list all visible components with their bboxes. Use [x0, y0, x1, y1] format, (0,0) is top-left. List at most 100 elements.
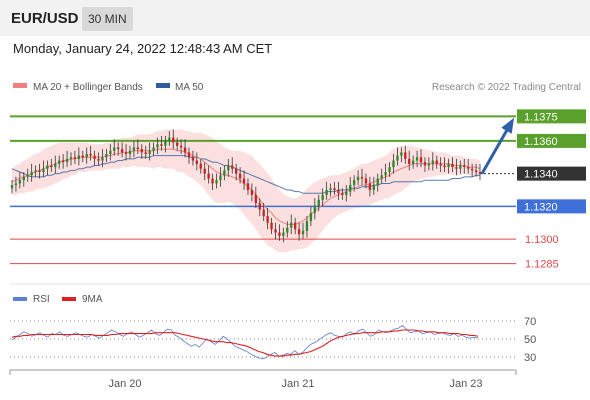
candle-body [89, 154, 92, 156]
candle [254, 186, 258, 208]
candle-body [164, 140, 167, 146]
ma50-legend-swatch [156, 83, 170, 88]
price-chart: 1.1375 1.1360 1.1340 1.1320 1.1300 1.1285 [10, 109, 586, 271]
candle-body [278, 232, 281, 236]
candle-body [341, 193, 344, 195]
candle [176, 137, 179, 151]
level-1.1300: 1.1300 [10, 234, 559, 246]
candle [128, 145, 132, 159]
candle-body [258, 203, 261, 210]
candle [435, 155, 438, 169]
candle-body [474, 170, 478, 172]
candle-body [124, 152, 128, 154]
candle [463, 158, 466, 174]
candle [38, 163, 41, 179]
level-1.1360: 1.1360 [10, 133, 586, 148]
candle [30, 163, 33, 182]
rsi-tick-label: 50 [524, 334, 536, 346]
candle [333, 181, 336, 195]
candle [18, 172, 22, 189]
candle [431, 152, 434, 171]
candle-body [113, 147, 116, 151]
candle [148, 142, 151, 161]
chart-header: EUR/USD 30 MIN [0, 0, 590, 36]
candle [474, 163, 478, 177]
candle [242, 170, 246, 190]
candle [250, 183, 254, 202]
candle-body [376, 178, 379, 186]
candle [42, 160, 45, 177]
candle-body [73, 157, 77, 159]
candle-body [81, 155, 84, 158]
candle-body [419, 157, 423, 163]
candle-body [242, 178, 246, 184]
rsi-tick-label: 70 [524, 316, 536, 328]
candle-body [293, 222, 297, 230]
candle [400, 147, 403, 163]
candle [360, 168, 364, 186]
candle-body [203, 168, 206, 174]
candle [136, 139, 140, 154]
candle [278, 224, 281, 241]
level-1.1375: 1.1375 [10, 109, 586, 124]
candle-body [179, 145, 183, 148]
candle [349, 176, 352, 197]
candle [415, 150, 419, 168]
candle-body [69, 157, 73, 159]
candle-body [431, 160, 434, 164]
ma9-legend-label: 9MA [82, 294, 103, 305]
level-label: 1.1300 [525, 234, 559, 246]
candle [172, 129, 175, 150]
candle-body [313, 206, 316, 213]
ma20-line [11, 148, 481, 225]
candle-body [380, 175, 383, 179]
level-badge [517, 199, 586, 214]
candle-body [372, 185, 375, 190]
candle [160, 136, 163, 151]
timeframe-badge[interactable]: 30 MIN [82, 7, 133, 31]
candle [246, 178, 250, 195]
candle [195, 152, 199, 171]
candle-body [148, 150, 151, 154]
candle-body [427, 163, 431, 166]
candle [117, 142, 120, 156]
candle-body [223, 170, 226, 176]
candle [356, 170, 360, 186]
candle-body [297, 229, 301, 235]
candle [368, 176, 372, 197]
candle [69, 152, 73, 166]
projection-arrow-head [501, 117, 514, 134]
candle-body [10, 185, 14, 189]
candle [73, 150, 77, 164]
candle-body [207, 173, 210, 179]
candle-body [219, 175, 222, 181]
candle [156, 137, 159, 154]
candle-body [128, 150, 132, 154]
candle-body [439, 163, 442, 166]
ma9-legend-swatch [62, 297, 76, 301]
candle-body [337, 190, 340, 194]
candle-body [470, 168, 474, 171]
candle [50, 158, 53, 172]
ma50-legend-label: MA 50 [175, 82, 204, 93]
candle-body [85, 154, 88, 158]
candle [231, 157, 234, 174]
candle [65, 150, 69, 168]
candle-body [349, 185, 352, 192]
candle-body [140, 149, 143, 153]
candle [392, 154, 395, 174]
candle [120, 142, 124, 158]
x-tick-label: Jan 23 [449, 378, 482, 390]
candle-body [26, 175, 29, 177]
candle [478, 163, 482, 181]
candle [187, 147, 191, 164]
candle [282, 227, 285, 243]
candle-body [404, 152, 407, 159]
candle-body [77, 155, 81, 159]
candle [105, 149, 108, 163]
candle-body [451, 163, 454, 168]
candle-body [392, 160, 395, 168]
level-1.1320: 1.1320 [10, 199, 586, 214]
candle [408, 150, 411, 171]
candle-body [333, 188, 336, 190]
